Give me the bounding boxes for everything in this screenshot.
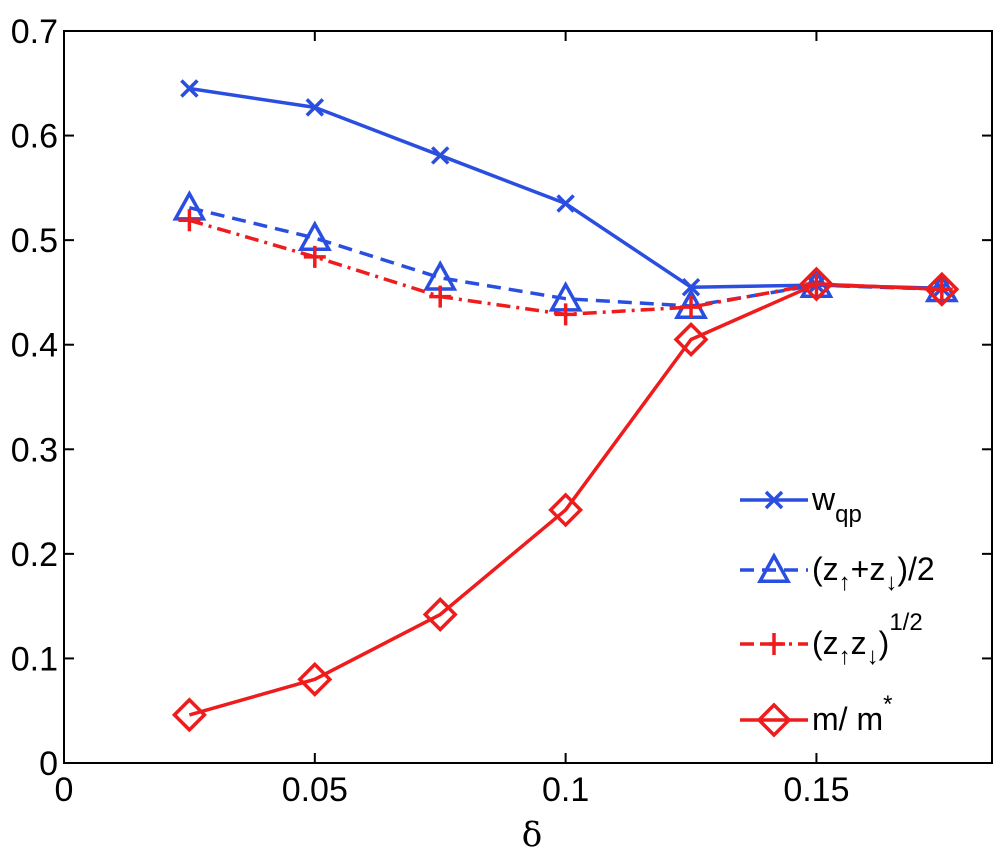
legend-label: (z↑z↓)1/2	[812, 609, 923, 670]
legend-marker	[756, 702, 792, 738]
legend-label-part: 1/2	[889, 609, 922, 636]
series-line	[188, 282, 942, 717]
legend-label: m/ m*	[812, 691, 892, 737]
marker-stroke	[305, 98, 325, 117]
legend-label-part: )	[879, 625, 890, 661]
data-point	[556, 194, 575, 213]
y-tick-label: 0.4	[11, 327, 58, 365]
legend-label: wqp	[811, 481, 862, 528]
legend-entry-3: (z↑z↓)1/2	[740, 609, 923, 670]
series-layer	[171, 79, 960, 733]
legend-label-part: +z	[851, 551, 886, 587]
legend-label-part: ↑	[839, 569, 851, 596]
data-point	[305, 98, 325, 117]
legend-marker	[757, 552, 791, 583]
data-point	[554, 303, 577, 326]
legend-marker	[763, 633, 785, 655]
legend-label-part: ↓	[885, 569, 897, 596]
x-tick-label: 0.15	[783, 771, 849, 809]
y-tick-label: 0.7	[11, 13, 58, 51]
marker-stroke	[430, 146, 450, 165]
data-point	[681, 277, 701, 297]
data-point	[430, 146, 450, 165]
marker-stroke	[764, 490, 784, 510]
legend-label-part: (z	[812, 625, 839, 661]
data-point	[680, 296, 703, 319]
legend-label-part: ↓	[867, 643, 879, 670]
data-point	[178, 209, 201, 232]
legend-label-part: ↑	[839, 643, 851, 670]
legend-entry-1: wqp	[740, 481, 862, 528]
y-tick-label: 0.3	[11, 431, 58, 469]
legend-label-part: z	[851, 625, 867, 661]
plot-area	[63, 30, 993, 764]
tick-layer: 0 0.05 0.1 0.15 0 0.1 0.2 0.3 0.4 0.5 0.6 0.7	[11, 13, 992, 809]
series-4	[171, 266, 960, 733]
data-point	[422, 597, 458, 632]
legend-label-part: w	[811, 481, 836, 517]
data-point	[171, 697, 207, 733]
marker-stroke	[556, 194, 575, 213]
legend-marker	[764, 490, 784, 510]
marker-stroke	[681, 277, 701, 297]
y-tick-label: 0.2	[11, 536, 58, 574]
data-point	[798, 266, 834, 302]
legend-label-part: qp	[835, 501, 862, 528]
axes-box	[63, 30, 993, 764]
x-tick-label: 0	[55, 771, 74, 809]
data-point	[303, 245, 326, 268]
y-tick-label: 0	[39, 745, 58, 783]
legend-label-part: )/2	[897, 551, 934, 587]
x-tick-label: 0.1	[542, 771, 589, 809]
legend-entry-4: m/ m*	[740, 691, 892, 738]
y-tick-label: 0.1	[11, 640, 58, 678]
data-point	[180, 79, 199, 98]
data-point	[673, 322, 709, 357]
legend-label-part: *	[883, 691, 892, 718]
legend-label: (z↑+z↓)/2	[812, 551, 935, 596]
data-point	[924, 271, 960, 307]
marker-stroke	[180, 79, 199, 98]
x-axis-label: δ	[522, 815, 542, 855]
y-tick-label: 0.5	[11, 222, 58, 260]
x-tick-label: 0.05	[282, 771, 348, 809]
legend-label-part: m/ m	[812, 701, 883, 737]
legend-entry-2: (z↑+z↓)/2	[740, 551, 935, 596]
y-tick-label: 0.6	[11, 118, 58, 156]
data-point	[548, 492, 584, 528]
data-point	[429, 285, 452, 308]
legend-label-part: (z	[812, 551, 839, 587]
data-point	[297, 661, 333, 697]
legend: wqp(z↑+z↓)/2(z↑z↓)1/2m/ m*	[740, 481, 935, 738]
